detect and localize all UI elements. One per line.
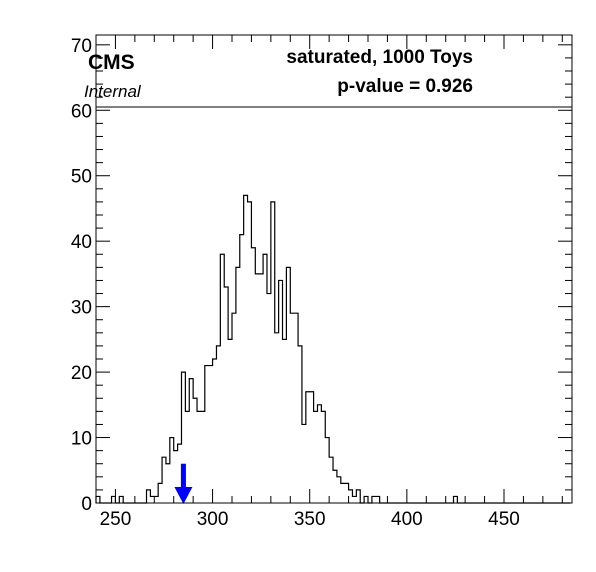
axis-tick-labels: 250 300 350 400 450 0 10 20 30 40 50 60 70 <box>71 36 520 530</box>
y-tick-label: 10 <box>71 429 92 450</box>
observed-value-marker <box>174 463 193 504</box>
y-tick-label: 40 <box>71 232 92 253</box>
y-tick-label: 0 <box>81 494 92 515</box>
y-tick-label: 70 <box>71 36 92 57</box>
y-tick-label: 20 <box>71 363 92 384</box>
marker-shaft <box>180 463 186 489</box>
internal-label: Internal <box>84 82 142 101</box>
histogram-series <box>95 194 571 504</box>
x-tick-label: 350 <box>294 509 326 530</box>
y-tick-label: 50 <box>71 167 92 188</box>
pvalue-text: p-value = 0.926 <box>337 76 473 97</box>
cms-label: CMS <box>88 51 135 74</box>
x-tick-label: 400 <box>391 509 423 530</box>
plot-frame <box>95 34 573 504</box>
x-tick-label: 300 <box>197 509 229 530</box>
x-tick-label: 250 <box>100 509 132 530</box>
x-tick-label: 450 <box>488 509 520 530</box>
y-tick-label: 30 <box>71 298 92 319</box>
y-tick-label: 60 <box>71 101 92 122</box>
marker-arrowhead <box>174 487 193 504</box>
test-description: saturated, 1000 Toys <box>286 47 473 68</box>
